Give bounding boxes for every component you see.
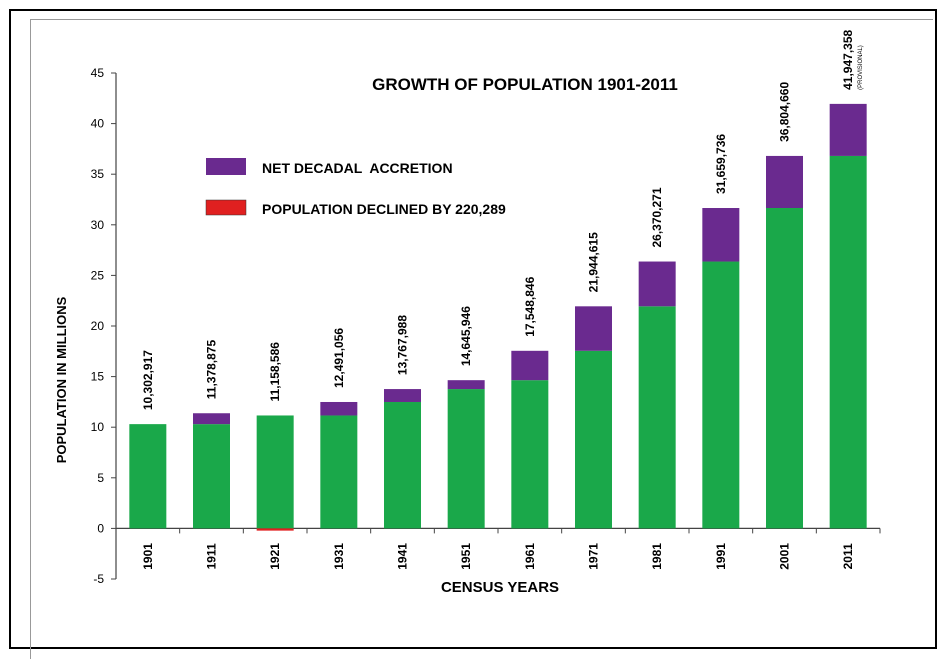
bar-base-1901: [129, 424, 167, 529]
x-tick-label: 1901: [141, 543, 155, 570]
data-label-1901: 10,302,917: [141, 350, 155, 410]
data-label-1971: 21,944,615: [587, 232, 601, 292]
bars: [129, 103, 867, 531]
y-tick-label: 10: [91, 420, 105, 434]
y-tick-label: 30: [91, 218, 105, 232]
population-chart: GROWTH OF POPULATION 1901-2011 POPULATIO…: [54, 30, 881, 596]
bar-base-1981: [638, 306, 676, 529]
bar-accretion-1971: [575, 306, 612, 351]
x-tick-label: 1941: [396, 543, 410, 570]
bar-accretion-1961: [511, 350, 549, 381]
bar-accretion-1931: [320, 401, 358, 416]
y-tick-label: 40: [91, 117, 105, 131]
data-label-2011: 41,947,358: [841, 30, 855, 90]
y-tick-label: -5: [93, 572, 104, 586]
y-tick-label: 25: [91, 268, 105, 282]
provisional-note: (PROVISIONAL): [858, 45, 864, 90]
bar-accretion-1911: [193, 413, 230, 425]
y-tick-label: 20: [91, 319, 105, 333]
data-label-1991: 31,659,736: [714, 134, 728, 194]
axes: -5 0 5 10 15 20 25 30 35 40 45: [91, 66, 881, 586]
bar-base-1941: [384, 401, 421, 529]
bar-accretion-1991: [702, 208, 740, 262]
bar-base-1921: [256, 415, 294, 529]
bar-accretion-1941: [384, 389, 421, 402]
x-tick-label: 1951: [459, 543, 473, 570]
legend-label-accretion: NET DECADAL ACCRETION: [262, 160, 453, 176]
legend-swatch-accretion: [206, 158, 246, 175]
bar-base-1911: [193, 424, 230, 529]
legend-swatch-declined: [205, 199, 247, 216]
bar-base-1961: [511, 380, 549, 529]
x-tick-label: 1981: [650, 543, 664, 570]
y-tick-label: 45: [91, 66, 105, 80]
x-tick-label: 1911: [205, 543, 219, 569]
data-label-1981: 26,370,271: [650, 187, 664, 247]
y-tick-label: 0: [97, 521, 104, 535]
x-tick-label: 1921: [268, 543, 282, 570]
data-label-1961: 17,548,846: [523, 276, 537, 336]
bar-decline-1921: [256, 528, 294, 531]
bar-base-2001: [766, 208, 803, 529]
x-tick-label: 1971: [587, 543, 601, 570]
bar-accretion-1951: [447, 380, 485, 390]
data-label-1941: 13,767,988: [396, 315, 410, 375]
bar-accretion-2001: [766, 155, 803, 209]
legend: NET DECADAL ACCRETION POPULATION DECLINE…: [205, 158, 506, 217]
x-tick-label: 1931: [332, 543, 346, 570]
data-label-1911: 11,378,875: [205, 340, 219, 400]
data-label-1931: 12,491,056: [332, 328, 346, 388]
chart-panel: [30, 19, 933, 659]
data-label-2001: 36,804,660: [778, 82, 792, 142]
y-axis-title: POPULATION IN MILLIONS: [54, 296, 69, 463]
bar-base-1951: [447, 389, 485, 529]
y-tick-label: 35: [91, 167, 105, 181]
x-tick-label: 1961: [523, 543, 537, 570]
chart-title: GROWTH OF POPULATION 1901-2011: [372, 75, 678, 94]
bar-base-1971: [575, 350, 612, 529]
bar-base-1931: [320, 415, 358, 529]
legend-label-declined: POPULATION DECLINED BY 220,289: [262, 201, 506, 217]
bar-base-2011: [829, 155, 867, 529]
data-label-1951: 14,645,946: [459, 306, 473, 366]
data-labels: 1901 10,302,917 1911 11,378,875 1921 11,158,5…: [141, 30, 864, 570]
x-axis-title: CENSUS YEARS: [441, 579, 559, 596]
data-label-1921: 11,158,586: [268, 342, 282, 402]
y-tick-label: 15: [91, 370, 105, 384]
x-tick-label: 2011: [841, 543, 855, 569]
bar-accretion-2011: [829, 103, 867, 156]
y-tick-label: 5: [97, 471, 104, 485]
bar-accretion-1981: [638, 261, 676, 307]
bar-base-1991: [702, 261, 740, 529]
x-tick-label: 2001: [778, 543, 792, 570]
x-tick-label: 1991: [714, 543, 728, 570]
